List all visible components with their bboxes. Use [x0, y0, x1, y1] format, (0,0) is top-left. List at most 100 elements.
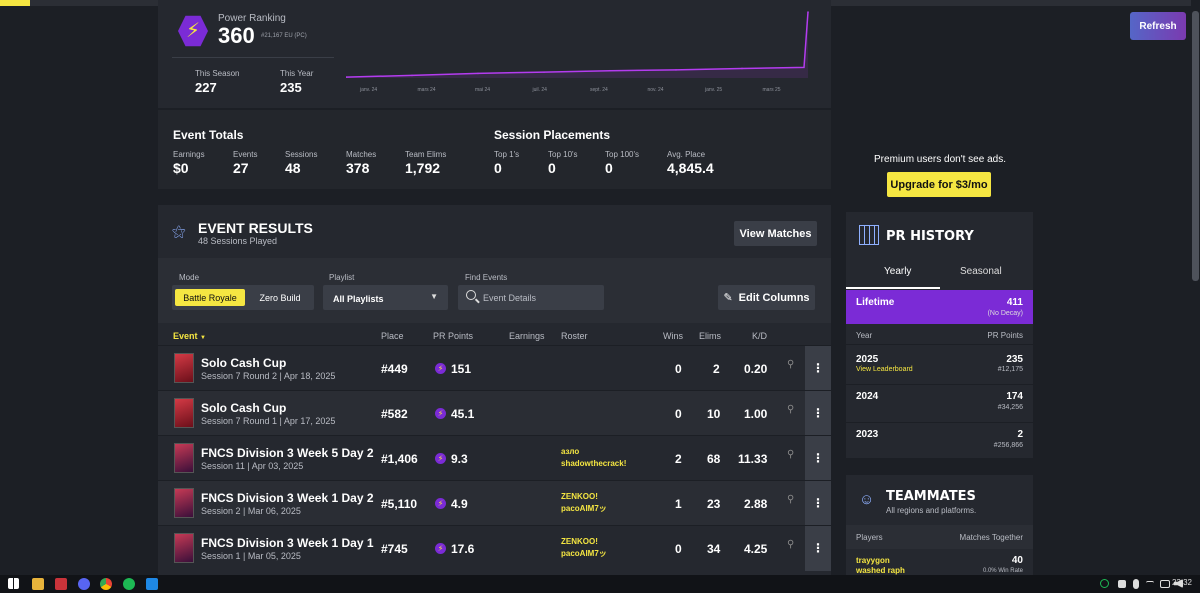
event-roster[interactable]: ZENKOO! pacoAIM7ッ — [561, 536, 607, 560]
event-roster[interactable]: ZENKOO! pacoAIM7ッ — [561, 491, 607, 515]
tray-icon[interactable] — [1118, 580, 1126, 588]
lifetime-label: Lifetime — [856, 297, 895, 308]
tab-seasonal[interactable]: Seasonal — [960, 266, 1002, 277]
roster-player[interactable]: pacoAIM7ッ — [561, 549, 607, 558]
view-leaderboard-link[interactable]: View Leaderboard — [856, 366, 913, 373]
col-kd[interactable]: K/D — [752, 331, 768, 341]
col-earnings[interactable]: Earnings — [509, 331, 545, 341]
roster-player[interactable]: ZENKOO! — [561, 537, 598, 546]
col-roster[interactable]: Roster — [561, 331, 588, 341]
table-row[interactable]: Solo Cash Cup Session 7 Round 1 | Apr 17… — [158, 390, 831, 436]
col-wins[interactable]: Wins — [663, 331, 683, 341]
tray-app-icon[interactable] — [1100, 579, 1109, 588]
event-results-card: ⚝ EVENT RESULTS 48 Sessions Played View … — [158, 205, 831, 575]
table-row[interactable]: Solo Cash Cup Session 7 Round 2 | Apr 18… — [158, 345, 831, 391]
pin-icon[interactable]: ⚲ — [787, 359, 795, 370]
volume-icon[interactable] — [1174, 579, 1183, 588]
edit-columns-button[interactable]: ✎ Edit Columns — [718, 285, 815, 310]
event-thumbnail — [174, 443, 194, 473]
spotify-icon[interactable] — [123, 578, 135, 590]
roster-player[interactable]: ZENKOO! — [561, 492, 598, 501]
chevron-up-icon[interactable] — [1146, 581, 1154, 587]
event-session: Session 7 Round 1 | Apr 17, 2025 — [201, 416, 336, 426]
pin-icon[interactable]: ⚲ — [787, 404, 795, 415]
history-points: 2 — [1017, 429, 1023, 440]
roster-player[interactable]: shadowthecrack! — [561, 459, 627, 468]
history-rank: #34,256 — [997, 404, 1023, 411]
top1-label: Top 1's — [494, 150, 520, 159]
view-matches-button[interactable]: View Matches — [734, 221, 817, 246]
event-name: FNCS Division 3 Week 1 Day 1 — [201, 536, 374, 550]
mode-toggle: Battle Royale Zero Build — [172, 285, 314, 310]
top1-value: 0 — [494, 160, 502, 176]
tab-yearly[interactable]: Yearly — [884, 266, 912, 277]
pr-history-card: PR HISTORY Yearly Seasonal Lifetime 411 … — [846, 212, 1033, 458]
scrollbar[interactable] — [1191, 0, 1200, 575]
event-wins: 2 — [675, 452, 682, 466]
chart-area — [346, 12, 808, 78]
teammate-name[interactable]: washed raph — [856, 566, 905, 575]
start-icon[interactable] — [8, 578, 19, 589]
microphone-icon[interactable] — [1133, 579, 1139, 589]
event-elims: 2 — [713, 362, 720, 376]
mode-battle-royale[interactable]: Battle Royale — [175, 289, 245, 306]
avg-place-value: 4,845.4 — [667, 160, 714, 176]
col-place[interactable]: Place — [381, 331, 404, 341]
sessions-label: Sessions — [285, 150, 318, 159]
col-elims[interactable]: Elims — [699, 331, 721, 341]
clock[interactable]: 22:32 — [1171, 578, 1192, 587]
event-thumbnail — [174, 353, 194, 383]
roster-player[interactable]: азло — [561, 447, 580, 456]
col-event[interactable]: Event ▼ — [173, 331, 206, 341]
roster-player[interactable]: pacoAIM7ッ — [561, 504, 607, 513]
event-pr: 17.6 — [451, 542, 475, 556]
more-options-button[interactable]: ⋮ — [805, 526, 831, 571]
upgrade-button[interactable]: Upgrade for $3/mo — [887, 172, 991, 197]
event-wins: 0 — [675, 362, 682, 376]
mode-zero-build[interactable]: Zero Build — [259, 292, 301, 303]
more-options-button[interactable]: ⋮ — [805, 481, 831, 526]
chart-point — [675, 69, 677, 71]
events-label: Events — [233, 150, 258, 159]
pin-icon[interactable]: ⚲ — [787, 539, 795, 550]
discord-icon[interactable] — [78, 578, 90, 590]
top100-label: Top 100's — [605, 150, 639, 159]
teammate-names[interactable]: trayygon washed raph — [856, 556, 905, 576]
top10-label: Top 10's — [548, 150, 578, 159]
refresh-button[interactable]: Refresh — [1130, 12, 1186, 40]
top10-value: 0 — [548, 160, 556, 176]
trophy-group-icon: ⚝ — [172, 223, 186, 239]
pin-icon[interactable]: ⚲ — [787, 449, 795, 460]
col-pr-points[interactable]: PR Points — [433, 331, 474, 341]
site-logo[interactable] — [0, 0, 30, 6]
event-elims: 10 — [707, 407, 721, 421]
x-tick-label: janv. 25 — [704, 87, 722, 93]
network-icon[interactable] — [1160, 580, 1170, 588]
pin-icon[interactable]: ⚲ — [787, 494, 795, 505]
more-options-button[interactable]: ⋮ — [805, 391, 831, 436]
chart-point — [741, 67, 743, 70]
scrollbar-thumb[interactable] — [1192, 11, 1199, 281]
table-row[interactable]: FNCS Division 3 Week 5 Day 2 Session 11 … — [158, 435, 831, 481]
table-row[interactable]: FNCS Division 3 Week 1 Day 2 Session 2 |… — [158, 480, 831, 526]
playlist-select[interactable]: All Playlists ▼ — [323, 285, 448, 310]
app-red-icon[interactable] — [55, 578, 67, 590]
teammate-name[interactable]: trayygon — [856, 556, 890, 565]
chrome-icon[interactable] — [100, 578, 112, 590]
app-f-icon[interactable] — [146, 578, 158, 590]
find-events-input[interactable]: Event Details — [458, 285, 604, 310]
more-options-button[interactable]: ⋮ — [805, 436, 831, 481]
event-session: Session 7 Round 2 | Apr 18, 2025 — [201, 371, 336, 381]
this-year-value: 235 — [280, 80, 302, 95]
event-pr: 9.3 — [451, 452, 468, 466]
power-ranking-label: Power Ranking — [218, 13, 286, 24]
event-place: #582 — [381, 407, 408, 421]
pencil-icon: ✎ — [723, 292, 733, 304]
more-options-button[interactable]: ⋮ — [805, 346, 831, 391]
lightning-icon: ⚡ — [186, 20, 201, 42]
history-year: 2025 — [856, 354, 879, 365]
history-row: 2023 2 #256,866 — [846, 422, 1033, 467]
event-roster[interactable]: азло shadowthecrack! — [561, 446, 626, 470]
file-explorer-icon[interactable] — [32, 578, 44, 590]
table-row[interactable]: FNCS Division 3 Week 1 Day 1 Session 1 |… — [158, 525, 831, 571]
